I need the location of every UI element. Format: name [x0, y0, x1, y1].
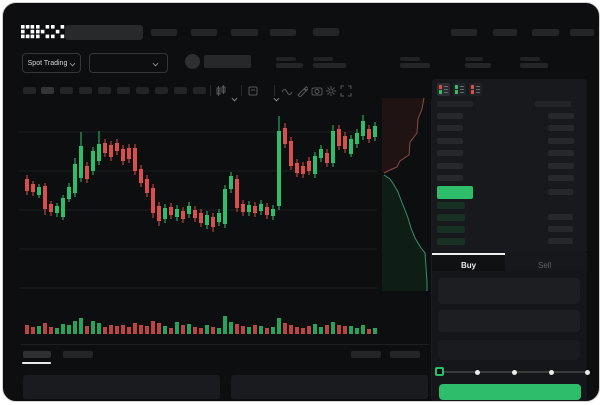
- bottom-action[interactable]: [351, 351, 381, 358]
- timeframe-button[interactable]: [136, 87, 149, 94]
- tab-sell[interactable]: [505, 253, 587, 271]
- bid-price-bar[interactable]: [437, 226, 465, 233]
- toolbar-divider: [210, 85, 211, 96]
- ticker-stat-value: [400, 63, 430, 68]
- slider-handle[interactable]: [435, 367, 444, 376]
- orderbook-mode-bids-icon[interactable]: [453, 83, 466, 96]
- last-price-amount: [548, 189, 573, 195]
- ask-amount-bar[interactable]: [548, 175, 574, 181]
- last-price-badge[interactable]: [437, 186, 473, 199]
- slider-stop[interactable]: [549, 369, 554, 375]
- ask-price-bar[interactable]: [437, 125, 463, 131]
- orderbook-mode-asks-icon[interactable]: [469, 83, 482, 96]
- timeframe-button[interactable]: [60, 87, 73, 94]
- market-type-label: Spot Trading: [27, 59, 68, 67]
- order-form-field[interactable]: [438, 278, 580, 304]
- nav-item[interactable]: [151, 29, 177, 36]
- bid-price-bar[interactable]: [437, 214, 465, 221]
- tab-buy-label: Buy: [461, 261, 477, 270]
- slider-stop[interactable]: [475, 369, 480, 375]
- nav-item[interactable]: [532, 29, 559, 36]
- nav-item[interactable]: [493, 29, 517, 36]
- orderbook-col-header-price: [437, 101, 473, 107]
- ask-amount-bar[interactable]: [548, 138, 574, 144]
- bid-price-bar[interactable]: [437, 202, 465, 209]
- timeframe-button[interactable]: [41, 87, 54, 94]
- panel-divider: [431, 99, 432, 399]
- coin-icon: [185, 54, 200, 69]
- pair-selector-dropdown[interactable]: [89, 53, 168, 73]
- ticker-stat-label: [276, 57, 296, 61]
- ask-price-bar[interactable]: [437, 163, 463, 169]
- search-input[interactable]: [65, 25, 143, 40]
- drawing-pencil-icon[interactable]: [296, 85, 308, 97]
- bottom-action[interactable]: [390, 351, 420, 358]
- okx-trading-app: Spot Trading: [2, 2, 600, 402]
- slider-stop[interactable]: [512, 369, 517, 375]
- timeframe-button[interactable]: [155, 87, 168, 94]
- nav-item[interactable]: [570, 29, 594, 36]
- market-type-dropdown[interactable]: Spot Trading: [22, 53, 81, 73]
- ask-amount-bar[interactable]: [548, 113, 574, 119]
- toolbar-divider: [274, 85, 275, 96]
- bid-amount-bar[interactable]: [548, 214, 573, 220]
- ask-amount-bar[interactable]: [548, 125, 574, 131]
- timeframe-button[interactable]: [193, 87, 206, 94]
- ticker-stat-value: [276, 63, 303, 68]
- order-form-field[interactable]: [438, 340, 580, 360]
- timeframe-button[interactable]: [98, 87, 111, 94]
- bid-amount-bar[interactable]: [548, 238, 573, 244]
- ask-price-bar[interactable]: [437, 138, 463, 144]
- tab-buy[interactable]: [432, 253, 505, 271]
- candlestick-chart[interactable]: [3, 3, 600, 402]
- bottom-panel: [231, 375, 428, 399]
- section-divider: [21, 344, 429, 345]
- nav-item[interactable]: [191, 29, 217, 36]
- ask-price-bar[interactable]: [437, 113, 463, 119]
- ask-price-bar[interactable]: [437, 175, 463, 181]
- bottom-panel: [23, 375, 220, 399]
- orderbook-mode-combined-icon[interactable]: [437, 83, 450, 96]
- ticker-stat-value: [465, 63, 491, 68]
- fullscreen-icon[interactable]: [340, 85, 352, 97]
- tab-sell-label: Sell: [538, 261, 552, 270]
- nav-item[interactable]: [231, 29, 258, 36]
- okx-logo[interactable]: [21, 25, 65, 39]
- bottom-tab[interactable]: [63, 351, 93, 358]
- ticker-stat-value: [520, 63, 548, 68]
- pair-name: [204, 55, 251, 68]
- ticker-stat-label: [313, 57, 333, 61]
- bid-price-bar[interactable]: [437, 238, 465, 245]
- toolbar-divider: [241, 85, 242, 96]
- bottom-tab-active[interactable]: [23, 351, 51, 358]
- ask-amount-bar[interactable]: [548, 163, 574, 169]
- buy-submit-button[interactable]: [439, 384, 581, 400]
- timeframe-button[interactable]: [79, 87, 92, 94]
- ticker-stat-label: [465, 57, 483, 61]
- timeframe-button[interactable]: [117, 87, 130, 94]
- order-form-field[interactable]: [438, 310, 580, 332]
- nav-item[interactable]: [313, 28, 339, 36]
- nav-item[interactable]: [451, 29, 477, 36]
- bottom-tab-underline: [22, 362, 51, 364]
- nav-item[interactable]: [270, 29, 296, 36]
- ticker-stat-label: [400, 57, 420, 61]
- bid-amount-bar[interactable]: [548, 226, 573, 232]
- interval-icon[interactable]: [248, 85, 260, 97]
- timeframe-button[interactable]: [174, 87, 187, 94]
- timeframe-button[interactable]: [23, 87, 36, 94]
- candle-type-icon[interactable]: [215, 85, 227, 97]
- camera-icon[interactable]: [311, 85, 323, 97]
- slider-stop[interactable]: [585, 369, 590, 375]
- ticker-stat-label: [520, 57, 540, 61]
- indicator-wave-icon[interactable]: [281, 85, 293, 97]
- settings-gear-icon[interactable]: [325, 85, 337, 97]
- orderbook-col-header-amount: [535, 101, 571, 107]
- ask-amount-bar[interactable]: [548, 150, 574, 156]
- ask-price-bar[interactable]: [437, 150, 463, 156]
- ticker-stat-value: [313, 63, 346, 68]
